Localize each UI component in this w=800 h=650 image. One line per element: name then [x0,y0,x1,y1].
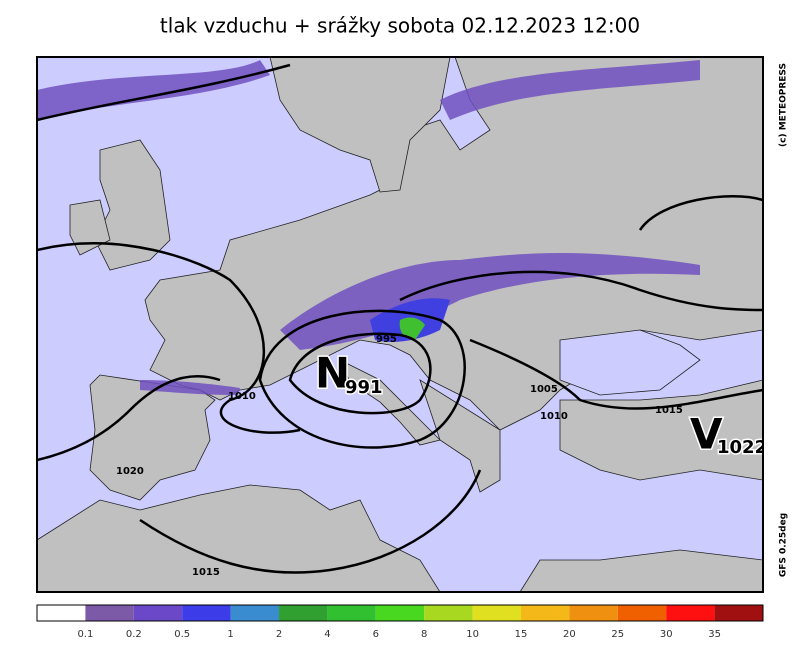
legend-swatch [521,605,570,621]
credit: (c) METEOPRESS [779,63,789,147]
legend-swatch [424,605,473,621]
legend-label: 35 [708,629,721,640]
low-value: 991 [345,377,383,398]
legend-swatch [230,605,279,621]
legend-label: 4 [324,629,330,640]
isobar-label: 1010 [228,391,256,402]
legend-label: 25 [611,629,624,640]
legend-swatch [617,605,667,621]
isobar-label: 1015 [192,567,220,578]
legend-swatch [569,605,618,621]
isobar-label: 995 [376,334,397,345]
legend-swatch [472,605,521,621]
legend-swatch [666,605,715,621]
legend-label: 0.2 [126,629,142,640]
legend-label: 6 [373,629,379,640]
title: tlak vzduchu + srážky sobota 02.12.2023 … [160,14,640,38]
legend-label: 8 [421,629,427,640]
legend: 0.1 0.2 0.5 1 2 4 6 8 10 15 20 25 30 35 [36,604,764,640]
legend-label: 0.1 [77,629,93,640]
legend-swatch [85,605,134,621]
low-letter: N [315,349,350,398]
legend-label: 20 [563,629,576,640]
legend-swatch [375,605,425,621]
legend-label: 30 [660,629,673,640]
isobar-labels: 995 1005 1010 1010 1015 1020 1015 [116,334,683,578]
legend-label: 15 [515,629,528,640]
legend-swatch [37,605,86,621]
legend-swatch [182,605,231,621]
high-letter: V [690,410,723,459]
precipitation [37,60,700,395]
legend-label: 2 [276,629,282,640]
legend-label: 10 [466,629,479,640]
isobar-label: 1005 [530,384,558,395]
pressure-centers: N 991 V 1022 [314,347,767,460]
isobar-label: 1020 [116,466,144,477]
isobars [37,63,763,574]
high-value: 1022 [717,437,767,458]
map: 995 1005 1010 1010 1015 1020 1015 N 991 … [37,57,767,592]
model: GFS 0.25deg [779,513,789,577]
legend-swatch [327,605,376,621]
legend-label: 1 [227,629,233,640]
legend-label: 0.5 [174,629,190,640]
isobar-label: 1010 [540,411,568,422]
legend-swatch [279,605,328,621]
isobar-label: 1015 [655,405,683,416]
map-frame [36,56,764,593]
legend-frame [36,604,764,622]
legend-swatch [133,605,183,621]
legend-swatch [714,605,763,621]
